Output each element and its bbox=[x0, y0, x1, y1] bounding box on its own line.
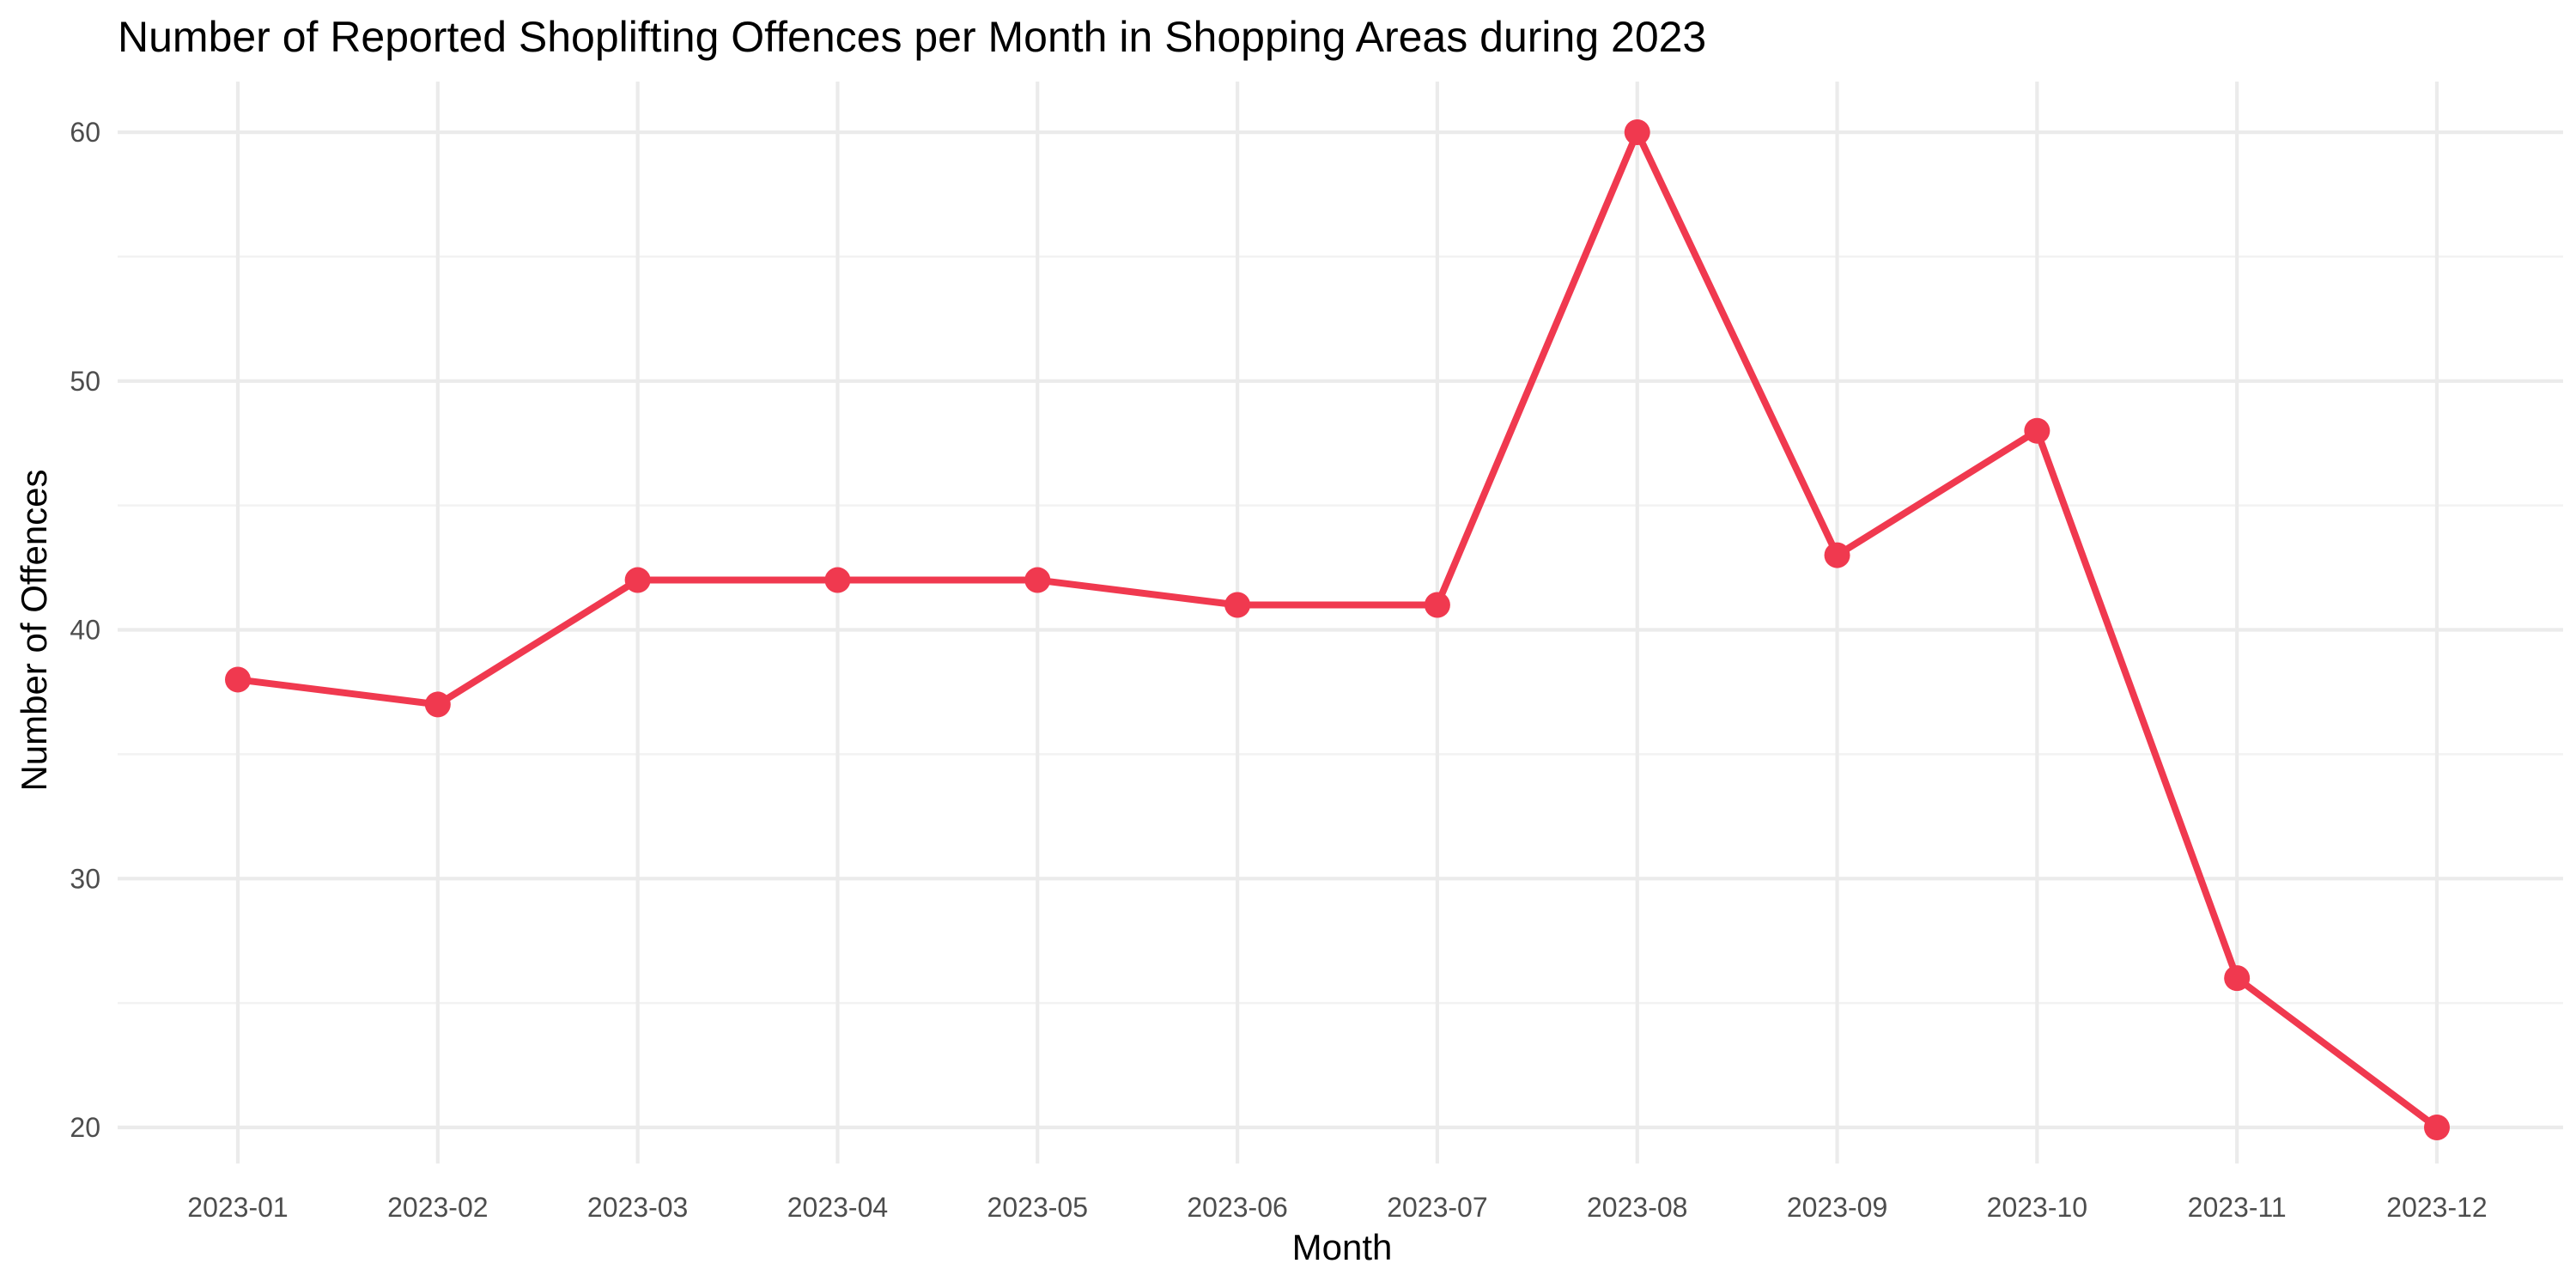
data-point bbox=[824, 567, 851, 593]
x-tick-label: 2023-07 bbox=[1387, 1192, 1487, 1223]
x-tick-label: 2023-09 bbox=[1787, 1192, 1887, 1223]
x-axis-ticks: 2023-01 2023-02 2023-03 2023-04 2023-05 2023-… bbox=[187, 1192, 2487, 1223]
y-tick-label: 20 bbox=[70, 1112, 100, 1143]
data-point bbox=[2424, 1115, 2450, 1140]
x-tick-label: 2023-02 bbox=[387, 1192, 488, 1223]
x-axis-title: Month bbox=[1292, 1227, 1393, 1267]
x-tick-label: 2023-04 bbox=[787, 1192, 888, 1223]
gridlines bbox=[118, 82, 2563, 1163]
y-axis-title: Number of Offences bbox=[14, 469, 54, 791]
data-point bbox=[1624, 119, 1650, 145]
y-tick-label: 60 bbox=[70, 117, 100, 148]
data-point bbox=[624, 567, 651, 593]
series-line-layer bbox=[234, 129, 2440, 1131]
y-tick-label: 50 bbox=[70, 366, 100, 397]
data-point bbox=[2024, 417, 2050, 444]
data-point bbox=[1224, 592, 1251, 618]
x-tick-label: 2023-12 bbox=[2386, 1192, 2487, 1223]
data-point bbox=[225, 666, 251, 693]
data-point bbox=[1824, 542, 1850, 568]
data-point bbox=[2224, 965, 2251, 992]
y-tick-label: 30 bbox=[70, 863, 100, 894]
y-axis-ticks: 20 30 40 50 60 bbox=[70, 117, 100, 1143]
x-tick-label: 2023-01 bbox=[187, 1192, 288, 1223]
x-tick-label: 2023-03 bbox=[587, 1192, 688, 1223]
data-points bbox=[225, 119, 2450, 1140]
series-line bbox=[234, 129, 2440, 1131]
y-tick-label: 40 bbox=[70, 615, 100, 646]
x-tick-label: 2023-06 bbox=[1187, 1192, 1287, 1223]
data-point bbox=[1024, 567, 1051, 593]
x-tick-label: 2023-08 bbox=[1587, 1192, 1687, 1223]
x-tick-label: 2023-05 bbox=[987, 1192, 1088, 1223]
x-tick-label: 2023-11 bbox=[2188, 1192, 2287, 1223]
data-point bbox=[424, 691, 451, 718]
data-point bbox=[1424, 592, 1450, 618]
x-tick-label: 2023-10 bbox=[1987, 1192, 2087, 1223]
chart-title: Number of Reported Shoplifting Offences … bbox=[118, 13, 1706, 61]
